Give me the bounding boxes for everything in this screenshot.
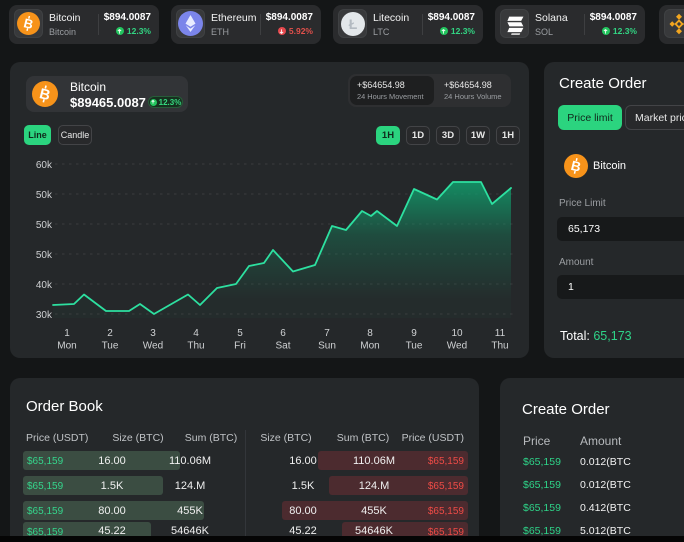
svg-text:Wed: Wed: [447, 341, 467, 352]
svg-text:Mon: Mon: [57, 341, 76, 352]
svg-text:2: 2: [107, 328, 113, 339]
svg-text:1: 1: [64, 328, 70, 339]
svg-text:9: 9: [411, 328, 417, 339]
svg-text:Ł: Ł: [348, 16, 357, 32]
svg-text:Fri: Fri: [234, 341, 246, 352]
svg-text:Sat: Sat: [275, 341, 290, 352]
svg-text:B: B: [38, 86, 52, 104]
svg-text:30k: 30k: [36, 310, 53, 321]
svg-text:8: 8: [367, 328, 373, 339]
svg-text:11: 11: [495, 328, 506, 339]
svg-text:3: 3: [150, 328, 156, 339]
svg-text:Tue: Tue: [102, 341, 119, 352]
svg-text:60k: 60k: [36, 160, 53, 171]
svg-text:10: 10: [451, 328, 463, 339]
svg-text:50k: 50k: [36, 250, 53, 261]
svg-text:Wed: Wed: [143, 341, 163, 352]
svg-text:4: 4: [193, 328, 199, 339]
svg-text:B: B: [569, 158, 582, 175]
svg-text:Sun: Sun: [318, 341, 336, 352]
svg-text:50k: 50k: [36, 190, 53, 201]
svg-text:50k: 50k: [36, 220, 53, 231]
svg-text:7: 7: [324, 328, 330, 339]
svg-text:Thu: Thu: [491, 341, 508, 352]
svg-text:Tue: Tue: [406, 341, 423, 352]
svg-text:40k: 40k: [36, 280, 53, 291]
svg-text:Mon: Mon: [360, 341, 379, 352]
svg-text:Thu: Thu: [187, 341, 204, 352]
svg-text:6: 6: [280, 328, 286, 339]
svg-text:B: B: [22, 15, 35, 32]
svg-text:5: 5: [237, 328, 243, 339]
